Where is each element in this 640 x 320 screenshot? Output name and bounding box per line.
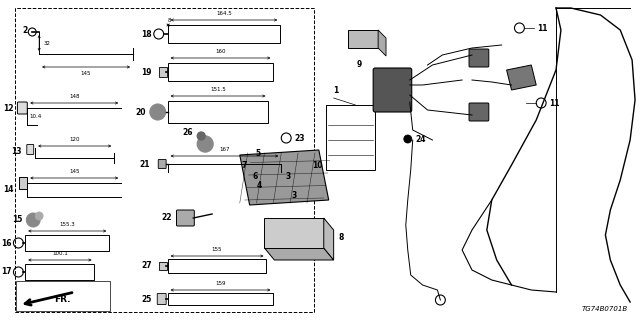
Circle shape <box>150 104 166 120</box>
Circle shape <box>280 190 289 199</box>
Text: 13: 13 <box>11 147 21 156</box>
Text: 11: 11 <box>549 99 559 108</box>
Text: 9: 9 <box>356 60 362 69</box>
Text: 27: 27 <box>141 261 152 270</box>
Text: 159: 159 <box>215 281 226 286</box>
FancyBboxPatch shape <box>280 157 309 173</box>
Bar <box>26 264 95 280</box>
Text: 10.4: 10.4 <box>29 115 42 119</box>
Text: 8: 8 <box>168 18 172 23</box>
Bar <box>159 67 166 77</box>
Bar <box>348 30 378 48</box>
Text: 32: 32 <box>43 41 50 45</box>
Text: 7: 7 <box>241 161 246 170</box>
Text: 14: 14 <box>3 186 13 195</box>
Text: TG74B0701B: TG74B0701B <box>582 306 628 312</box>
Bar <box>326 105 375 170</box>
Circle shape <box>197 136 213 152</box>
Text: 12: 12 <box>3 103 13 113</box>
FancyBboxPatch shape <box>17 102 28 114</box>
Text: 151.5: 151.5 <box>210 87 226 92</box>
Polygon shape <box>324 218 333 260</box>
Text: 19: 19 <box>141 68 152 76</box>
Bar <box>26 235 109 251</box>
Bar <box>19 177 28 189</box>
Circle shape <box>35 212 43 220</box>
Text: 15: 15 <box>12 215 22 225</box>
Text: 23: 23 <box>294 133 305 142</box>
Bar <box>168 101 268 123</box>
Bar <box>168 293 273 305</box>
FancyBboxPatch shape <box>373 68 412 112</box>
Text: 26: 26 <box>183 127 193 137</box>
Polygon shape <box>240 150 329 205</box>
Text: 6: 6 <box>252 172 257 180</box>
Text: 21: 21 <box>140 159 150 169</box>
Text: 22: 22 <box>161 213 172 222</box>
FancyBboxPatch shape <box>177 210 195 226</box>
Circle shape <box>404 135 412 143</box>
Bar <box>159 262 166 270</box>
Text: 100.1: 100.1 <box>52 251 68 256</box>
Text: 5: 5 <box>255 149 260 158</box>
Bar <box>168 63 273 81</box>
Text: 24: 24 <box>415 134 426 143</box>
Polygon shape <box>251 161 259 169</box>
FancyBboxPatch shape <box>469 49 489 67</box>
Circle shape <box>265 181 272 188</box>
Bar <box>168 25 280 43</box>
Text: 25: 25 <box>141 294 152 303</box>
Text: 3: 3 <box>285 172 291 180</box>
Bar <box>17 281 110 311</box>
Text: 18: 18 <box>141 29 152 38</box>
Text: 16: 16 <box>1 238 12 247</box>
Text: 4: 4 <box>256 180 262 189</box>
FancyBboxPatch shape <box>27 145 34 155</box>
Text: 120: 120 <box>70 137 80 142</box>
Circle shape <box>261 172 268 180</box>
Polygon shape <box>264 248 333 260</box>
FancyBboxPatch shape <box>469 103 489 121</box>
Text: 1: 1 <box>333 86 339 95</box>
Text: 167: 167 <box>219 147 230 152</box>
Text: 155: 155 <box>212 247 222 252</box>
Text: 11: 11 <box>537 23 548 33</box>
Text: 155.3: 155.3 <box>60 222 75 227</box>
Text: 2: 2 <box>22 26 28 35</box>
Text: 145: 145 <box>69 169 79 174</box>
Text: 20: 20 <box>136 108 146 116</box>
Polygon shape <box>264 218 324 248</box>
Circle shape <box>26 213 40 227</box>
Text: 145: 145 <box>81 71 92 76</box>
Text: 8: 8 <box>339 234 344 243</box>
Text: 160: 160 <box>215 49 226 54</box>
Text: 3: 3 <box>291 190 296 199</box>
Text: 10: 10 <box>312 161 323 170</box>
Polygon shape <box>264 155 273 165</box>
Polygon shape <box>378 30 386 56</box>
FancyBboxPatch shape <box>157 293 166 305</box>
Polygon shape <box>507 65 536 90</box>
Bar <box>15 8 314 312</box>
FancyBboxPatch shape <box>158 159 166 169</box>
Text: 17: 17 <box>1 268 12 276</box>
Bar <box>168 259 266 273</box>
Text: FR.: FR. <box>54 295 70 305</box>
Circle shape <box>274 175 283 185</box>
Text: 148: 148 <box>69 94 79 99</box>
Circle shape <box>197 132 205 140</box>
Text: 164.5: 164.5 <box>216 11 232 16</box>
